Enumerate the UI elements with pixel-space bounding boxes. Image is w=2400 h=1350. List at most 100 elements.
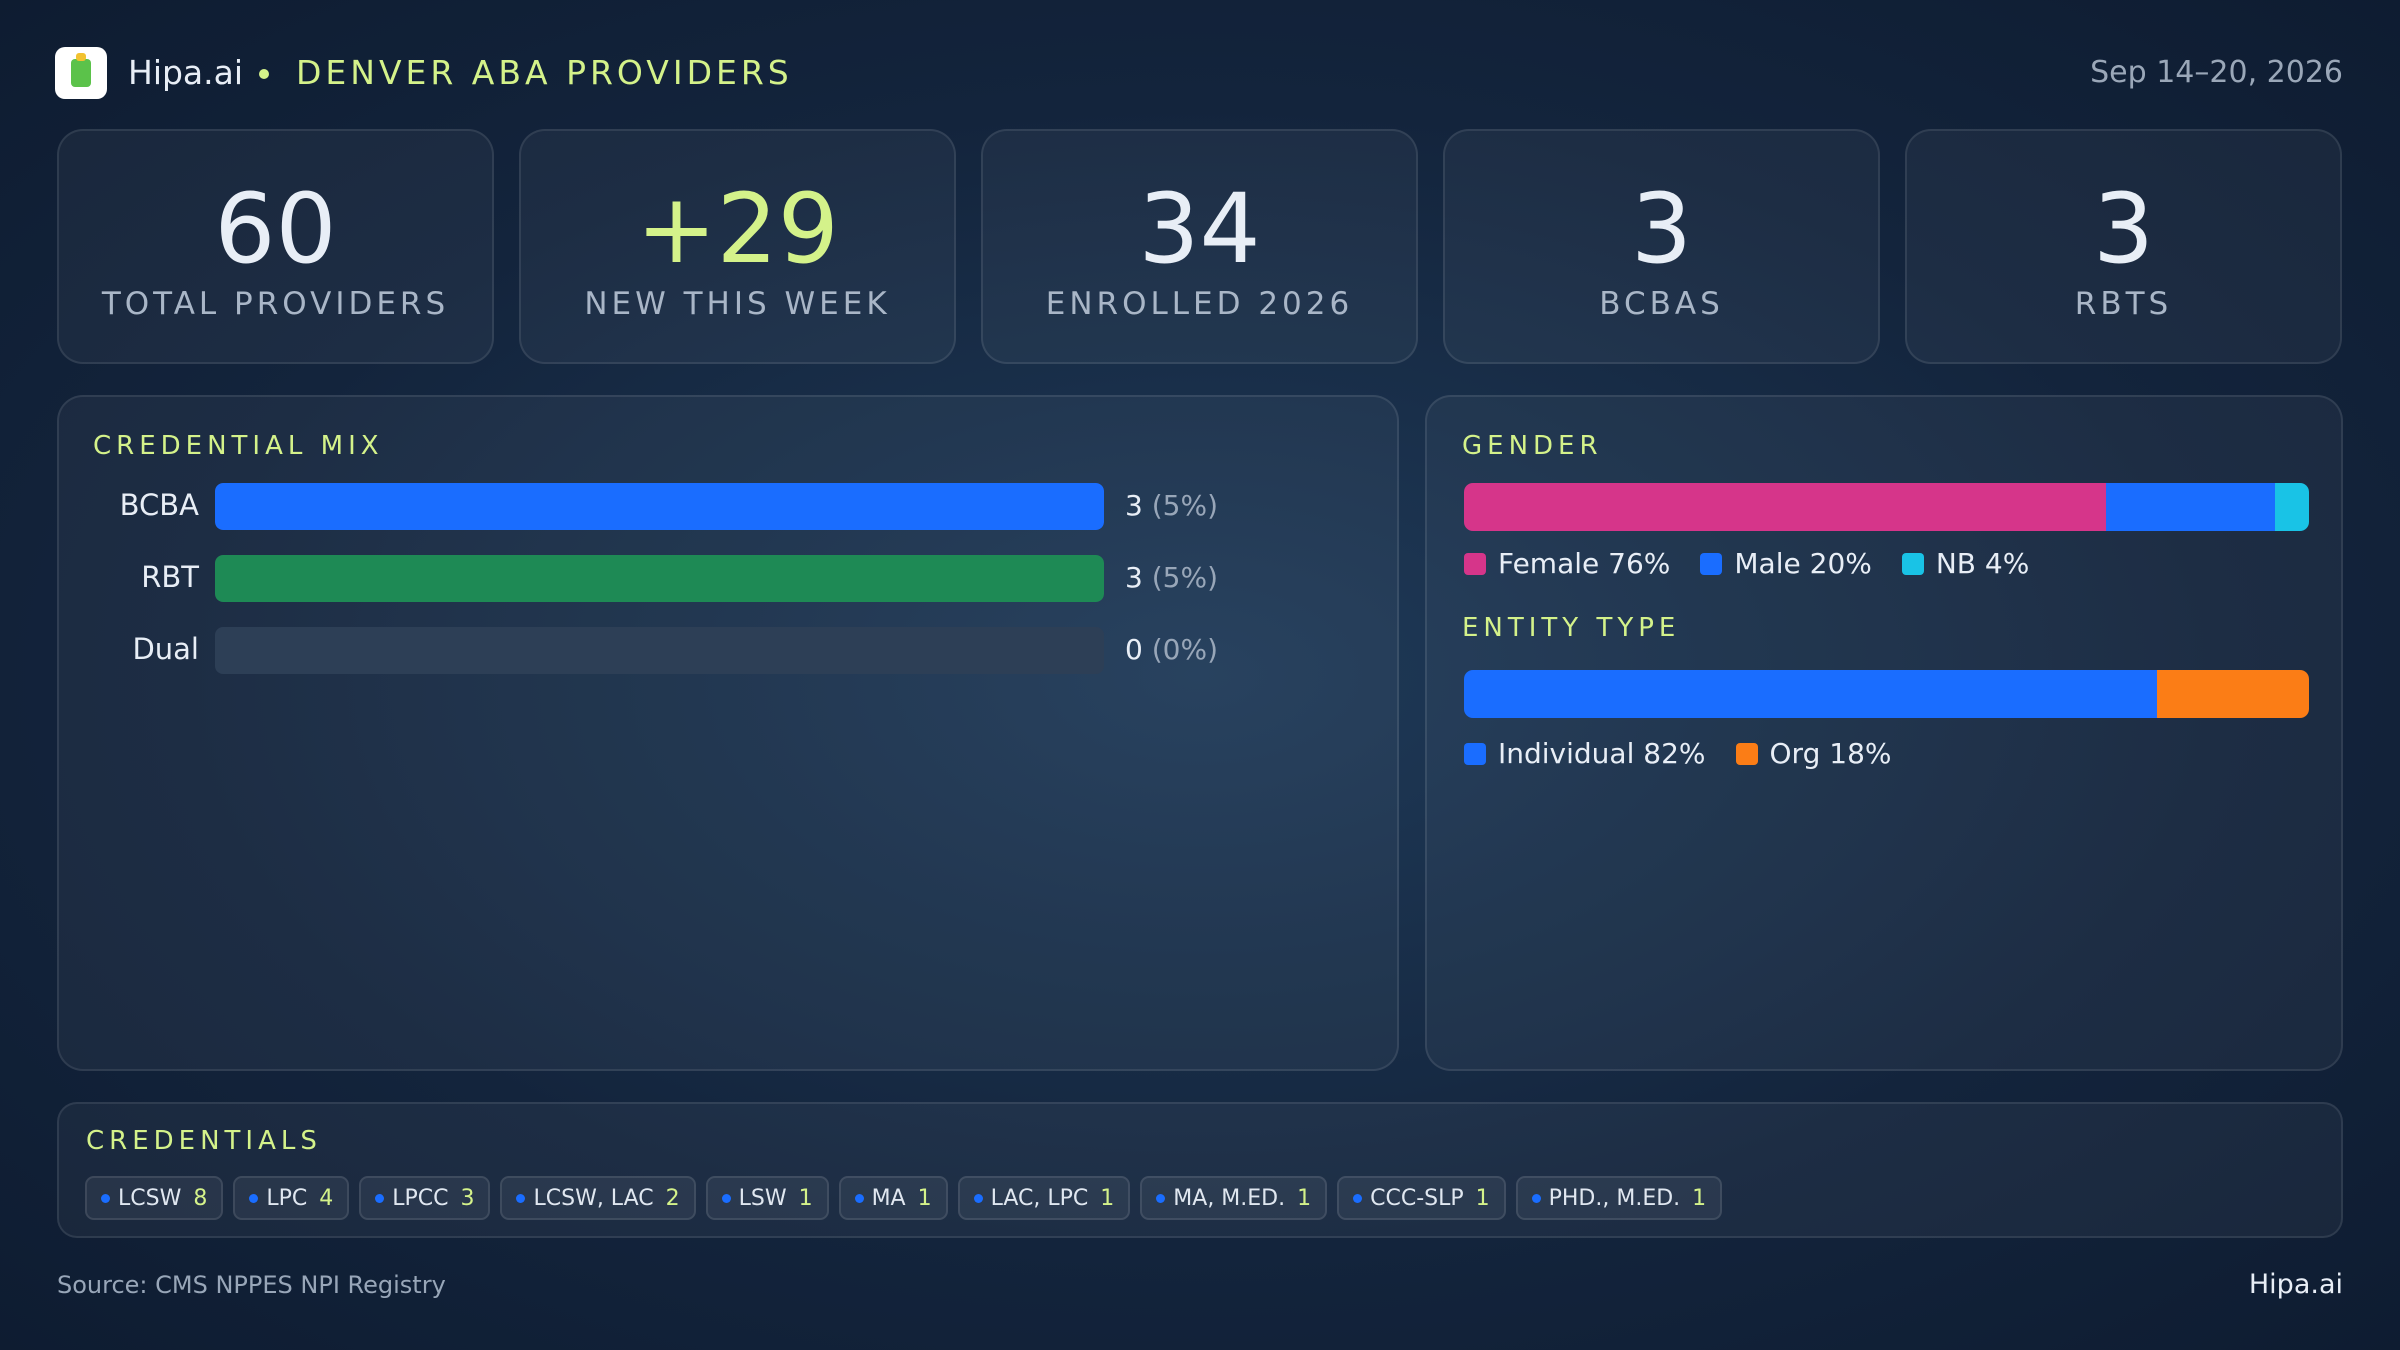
- section-title: GENDER: [1462, 431, 1603, 461]
- share: (5%): [1151, 561, 1219, 594]
- kpi-card: +29 NEW THIS WEEK: [519, 129, 956, 364]
- credential-mix-panel: CREDENTIAL MIX BCBA 3 (5%) RBT 3 (5%) Dual 0 …: [57, 395, 1399, 1071]
- row-label: BCBA: [119, 488, 199, 522]
- legend-value: 82%: [1643, 737, 1706, 770]
- chip-count: 8: [193, 1185, 208, 1211]
- page-title: DENVER ABA PROVIDERS: [296, 53, 793, 92]
- chip-dot: [854, 1193, 864, 1203]
- segment: [2275, 483, 2309, 531]
- chip-count: 2: [665, 1185, 680, 1211]
- legend-value: 20%: [1809, 547, 1872, 580]
- stacked-bar: [1464, 483, 2309, 531]
- credentials-panel: CREDENTIALS LCSW 8 LPC 4 LPCC 3 LCSW, LAC 2 LSW 1…: [57, 1102, 2343, 1238]
- row-value: 3 (5%): [1125, 561, 1218, 594]
- chip-count: 1: [1100, 1185, 1115, 1211]
- chip-dot: [721, 1193, 731, 1203]
- legend-text: Org 18%: [1770, 737, 1892, 770]
- chip-dot: [101, 1193, 110, 1203]
- legend-item: NB 4%: [1901, 547, 2029, 580]
- credential-chip: MA, M.ED. 1: [1140, 1176, 1328, 1220]
- kpi-label: ENROLLED 2026: [1045, 286, 1354, 322]
- legend: Female 76% Male 20% NB 4%: [1464, 547, 2029, 580]
- legend-text: Female 76%: [1498, 547, 1670, 580]
- chip-name: MA, M.ED.: [1173, 1185, 1286, 1211]
- legend-name: NB: [1935, 547, 1977, 580]
- chip-count: 1: [1475, 1185, 1490, 1211]
- chip-dot: [973, 1193, 983, 1203]
- section-title: CREDENTIAL MIX: [93, 431, 384, 461]
- chip-count: 1: [917, 1185, 932, 1211]
- kpi-label: NEW THIS WEEK: [584, 286, 891, 322]
- chip-dot: [249, 1193, 259, 1203]
- count: 3: [1125, 489, 1143, 522]
- segment: [1464, 483, 2107, 531]
- chip-name: LPC: [266, 1185, 308, 1211]
- swatch: [1464, 552, 1486, 575]
- kpi-card: 3 RBTS: [1905, 129, 2342, 364]
- credential-chip: LSW 1: [705, 1176, 829, 1220]
- logo: [55, 47, 107, 99]
- credential-chip: LCSW, LAC 2: [500, 1176, 696, 1220]
- kpi-card: 34 ENROLLED 2026: [981, 129, 1418, 364]
- count: 3: [1125, 561, 1143, 594]
- legend-item: Org 18%: [1735, 737, 1892, 770]
- chip-dot: [375, 1193, 385, 1203]
- count: 0: [1125, 633, 1143, 666]
- credential-chip: MA 1: [838, 1176, 948, 1220]
- legend-text: NB 4%: [1936, 547, 2029, 580]
- swatch: [1464, 742, 1486, 765]
- bar-track: [215, 555, 1104, 602]
- section-title: ENTITY TYPE: [1462, 613, 1681, 643]
- legend-name: Individual: [1498, 737, 1635, 770]
- credential-chip: PHD., M.ED. 1: [1515, 1176, 1723, 1220]
- chip-name: MA: [871, 1185, 906, 1211]
- swatch: [1735, 742, 1758, 765]
- credential-chip: LPC 4: [233, 1176, 350, 1220]
- legend-name: Female: [1498, 547, 1600, 580]
- chip-name: LCSW: [118, 1185, 182, 1211]
- kpi-value: +29: [636, 173, 839, 285]
- swatch: [1901, 552, 1924, 575]
- chip-count: 3: [460, 1185, 475, 1211]
- segment: [2106, 483, 2276, 531]
- row-value: 0 (0%): [1125, 633, 1218, 666]
- chip-count: 1: [1297, 1185, 1312, 1211]
- chip-count: 4: [319, 1185, 334, 1211]
- stacked-bar: [1464, 670, 2309, 718]
- kpi-value: 3: [2092, 173, 2155, 285]
- legend-value: 76%: [1608, 547, 1671, 580]
- footer-brand: Hipa.ai: [2248, 1269, 2343, 1300]
- bar: [215, 555, 1104, 602]
- legend-item: Male 20%: [1700, 547, 1872, 580]
- section-title: CREDENTIALS: [86, 1126, 322, 1156]
- chip-dot: [516, 1193, 526, 1203]
- kpi-label: RBTS: [2074, 286, 2173, 322]
- bar: [215, 483, 1104, 530]
- chip-dot: [1353, 1193, 1363, 1203]
- legend-name: Male: [1734, 547, 1801, 580]
- bar-track: [215, 627, 1104, 674]
- share: (5%): [1151, 489, 1219, 522]
- kpi-card: 3 BCBAS: [1443, 129, 1880, 364]
- kpi-value: 60: [214, 173, 337, 285]
- legend-text: Male 20%: [1734, 547, 1871, 580]
- source: Source: CMS NPPES NPI Registry: [57, 1271, 446, 1299]
- date-range: Sep 14–20, 2026: [2090, 55, 2343, 90]
- chip-name: LCSW, LAC: [533, 1185, 654, 1211]
- legend-item: Individual 82%: [1464, 737, 1706, 770]
- legend-name: Org: [1769, 737, 1821, 770]
- share: (0%): [1151, 633, 1219, 666]
- swatch: [1700, 552, 1723, 575]
- legend-text: Individual 82%: [1498, 737, 1706, 770]
- row-value: 3 (5%): [1125, 489, 1218, 522]
- kpi-label: TOTAL PROVIDERS: [101, 286, 450, 322]
- chip-count: 1: [798, 1185, 813, 1211]
- row-label: Dual: [132, 632, 199, 666]
- separator: [259, 69, 269, 79]
- bar-track: [215, 483, 1104, 530]
- segment: [1464, 670, 2157, 718]
- legend-value: 4%: [1984, 547, 2030, 580]
- chip-name: PHD., M.ED.: [1548, 1185, 1681, 1211]
- kpi-card: 60 TOTAL PROVIDERS: [57, 129, 494, 364]
